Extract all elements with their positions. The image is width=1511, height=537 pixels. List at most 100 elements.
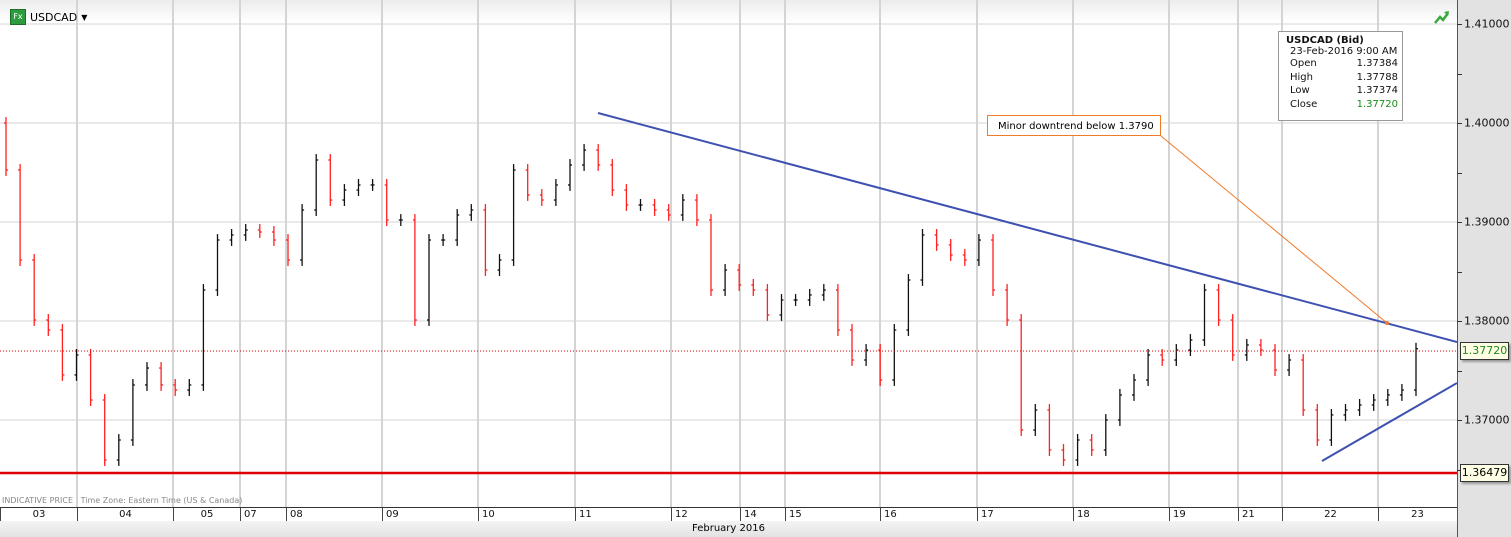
y-tick-label: 1.40000 [1464, 116, 1510, 130]
ohlc-bar [159, 362, 164, 391]
ohlc-bar [384, 179, 389, 226]
ohlc-bar [286, 234, 290, 266]
ohlc-bar [1075, 434, 1080, 466]
ohlc-bar [568, 159, 572, 191]
info-row-low: Low 1.37374 [1279, 84, 1402, 98]
x-tick-label: 11 [575, 508, 671, 521]
ohlc-bar [1329, 409, 1334, 446]
ohlc-bar [525, 164, 530, 201]
chart-plot-area[interactable] [0, 0, 1457, 507]
ohlc-bar [88, 349, 93, 406]
x-tick-label: 23 [1378, 508, 1456, 521]
info-label: Open [1290, 58, 1317, 69]
ohlc-bar [469, 204, 474, 221]
ohlc-bar [709, 214, 713, 296]
info-row-close: Close 1.37720 [1279, 98, 1402, 112]
ohlc-bar [229, 229, 234, 246]
x-tick-label: 12 [671, 508, 740, 521]
y-tick-mark [1457, 420, 1462, 421]
y-tick-label: 1.37000 [1464, 413, 1510, 427]
ohlc-bar [991, 234, 995, 296]
ohlc-bar [694, 194, 699, 226]
y-minor-tick [1457, 370, 1462, 372]
ohlc-bar [102, 394, 107, 466]
ohlc-bar [441, 234, 446, 246]
ohlc-bar [948, 239, 953, 261]
info-value: 1.37374 [1356, 85, 1398, 96]
annotation-anchor [1385, 321, 1389, 325]
ohlc-bar [807, 289, 812, 306]
ohlc-bar [18, 164, 23, 266]
y-minor-tick [1457, 73, 1462, 75]
ohlc-bar [74, 349, 79, 381]
ohlc-bar [638, 199, 643, 211]
symbol-selector[interactable]: Fx USDCAD ▼ [10, 9, 87, 25]
ohlc-bar [483, 204, 488, 276]
ohlc-bar [1385, 389, 1390, 406]
ohlc-bar [412, 214, 417, 326]
ohlc-bar [652, 199, 657, 216]
price-axis[interactable] [1457, 0, 1511, 537]
ohlc-bar [1089, 434, 1094, 456]
x-tick-label: 07 [240, 508, 286, 521]
x-tick-label: 05 [173, 508, 240, 521]
month-label: February 2016 [692, 523, 765, 534]
ohlc-bar [1061, 444, 1066, 466]
ohlc-bar [821, 284, 826, 301]
ohlc-bar [1315, 404, 1320, 446]
ohlc-bar [737, 264, 742, 291]
ohlc-bar [4, 117, 8, 176]
info-label: Close [1290, 98, 1318, 110]
ohlc-bar [1287, 354, 1292, 376]
ohlc-bar [328, 154, 333, 206]
timezone-label: Time Zone: Eastern Time (US & Canada) [80, 496, 243, 505]
ohlc-bar [835, 284, 840, 336]
y-tick-mark [1457, 24, 1462, 25]
ohlc-bar [201, 284, 206, 391]
ohlc-bar [680, 194, 685, 221]
ohlc-bar [511, 164, 516, 266]
x-tick-label: 15 [785, 508, 880, 521]
x-tick-label: 10 [478, 508, 575, 521]
ohlc-bar [1343, 404, 1348, 421]
ohlc-bar [864, 344, 869, 366]
ohlc-bar [906, 274, 911, 336]
ohlc-bar [610, 159, 615, 196]
time-axis[interactable]: 03 04 05 07 08 09 10 11 12 14 15 16 17 18 19 21 22 23 [0, 507, 1457, 522]
y-minor-tick [1457, 172, 1462, 174]
annotation-box[interactable]: Minor downtrend below 1.3790 [987, 115, 1161, 136]
ohlc-bar [243, 224, 248, 241]
ohlc-bar [145, 362, 149, 391]
fx-badge-icon: Fx [10, 9, 26, 25]
x-tick-label: 19 [1169, 508, 1238, 521]
info-row-high: High 1.37788 [1279, 71, 1402, 85]
ohlc-bar [1244, 339, 1249, 361]
ohlc-bar [920, 229, 925, 286]
ohlc-bar [934, 229, 939, 251]
ohlc-bar [539, 189, 544, 206]
ohlc-bar [60, 324, 65, 381]
x-tick-label: 09 [382, 508, 478, 521]
ohlc-bar [666, 204, 671, 221]
y-tick-label: 1.38000 [1464, 314, 1510, 328]
info-title: USDCAD (Bid) [1286, 35, 1364, 46]
ohlc-bar [1174, 344, 1179, 366]
ohlc-bar [553, 179, 558, 206]
ohlc-bar [1202, 284, 1207, 346]
ohlc-bar [215, 234, 220, 296]
ohlc-bar [455, 209, 460, 246]
ohlc-bar [1047, 404, 1052, 456]
ohlc-bar [1357, 399, 1362, 416]
info-label: High [1290, 71, 1313, 83]
ohlc-bar [370, 179, 375, 191]
ohlc-bar [427, 234, 431, 326]
ohlc-info-box: USDCAD (Bid) 23-Feb-2016 9:00 AM Open 1.3… [1278, 31, 1403, 121]
ohlc-bar [1273, 344, 1277, 376]
trend-up-icon[interactable] [1434, 10, 1450, 24]
ohlc-bar [878, 344, 883, 386]
ohlc-bar [1033, 404, 1038, 436]
ohlc-bar [497, 254, 502, 276]
ohlc-bar [1117, 389, 1122, 426]
ohlc-bar [32, 254, 37, 326]
ohlc-bars [4, 117, 1418, 466]
